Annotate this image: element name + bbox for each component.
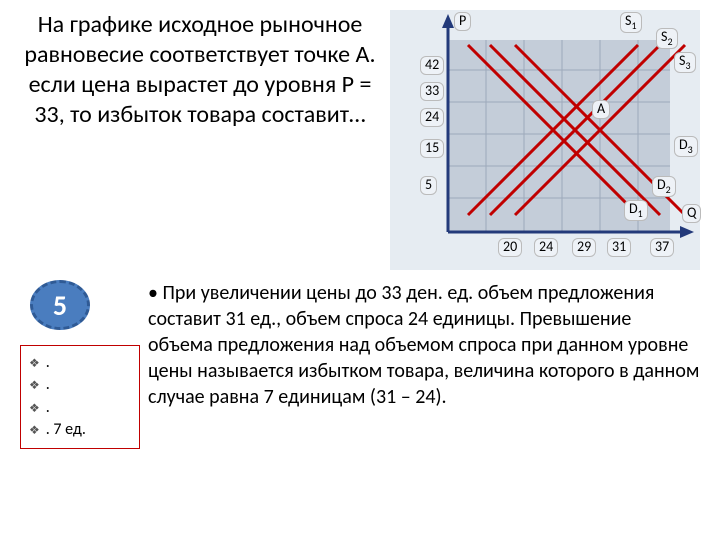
question-text: На графике исходное рыночное равновесие … [20, 10, 390, 270]
chart-label: 24 [534, 238, 558, 257]
question-paragraph: На графике исходное рыночное равновесие … [20, 10, 380, 130]
answers-column: 5 .... 7 ед. [20, 280, 140, 449]
chart-label: 29 [572, 238, 596, 257]
chart-label: D1 [624, 200, 648, 221]
chart-label: A [592, 100, 610, 119]
chart-label: D3 [674, 136, 698, 157]
chart-label: S2 [656, 28, 678, 49]
chart-label: 33 [420, 82, 444, 101]
chart-label: S1 [620, 12, 642, 33]
chart-label: P [454, 12, 471, 31]
chart-label: 24 [420, 108, 444, 127]
chart-label: Q [682, 204, 701, 223]
answer-option: . [29, 397, 131, 419]
chart-label: 31 [607, 238, 631, 257]
chart-label: 37 [650, 238, 674, 257]
chart-label: 5 [420, 176, 437, 195]
badge-number: 5 [53, 288, 67, 323]
question-number-badge: 5 [30, 280, 90, 330]
explanation-paragraph: При увеличении цены до 33 ден. ед. объем… [148, 280, 700, 410]
answer-options: .... 7 ед. [20, 345, 140, 449]
chart-label: D2 [652, 176, 676, 197]
chart-label: 20 [498, 238, 522, 257]
answer-option: . [29, 352, 131, 374]
chart-label: 42 [420, 56, 444, 75]
answer-option: . [29, 374, 131, 396]
chart-label: 15 [420, 139, 444, 158]
chart-label: S3 [674, 52, 696, 73]
explanation-text: При увеличении цены до 33 ден. ед. объем… [140, 280, 700, 449]
supply-demand-chart: P Q 42 33 24 15 5 20 24 29 31 37 S1 S2 S3 D1D2 D3 A [390, 10, 700, 270]
answer-option: . 7 ед. [29, 419, 131, 441]
